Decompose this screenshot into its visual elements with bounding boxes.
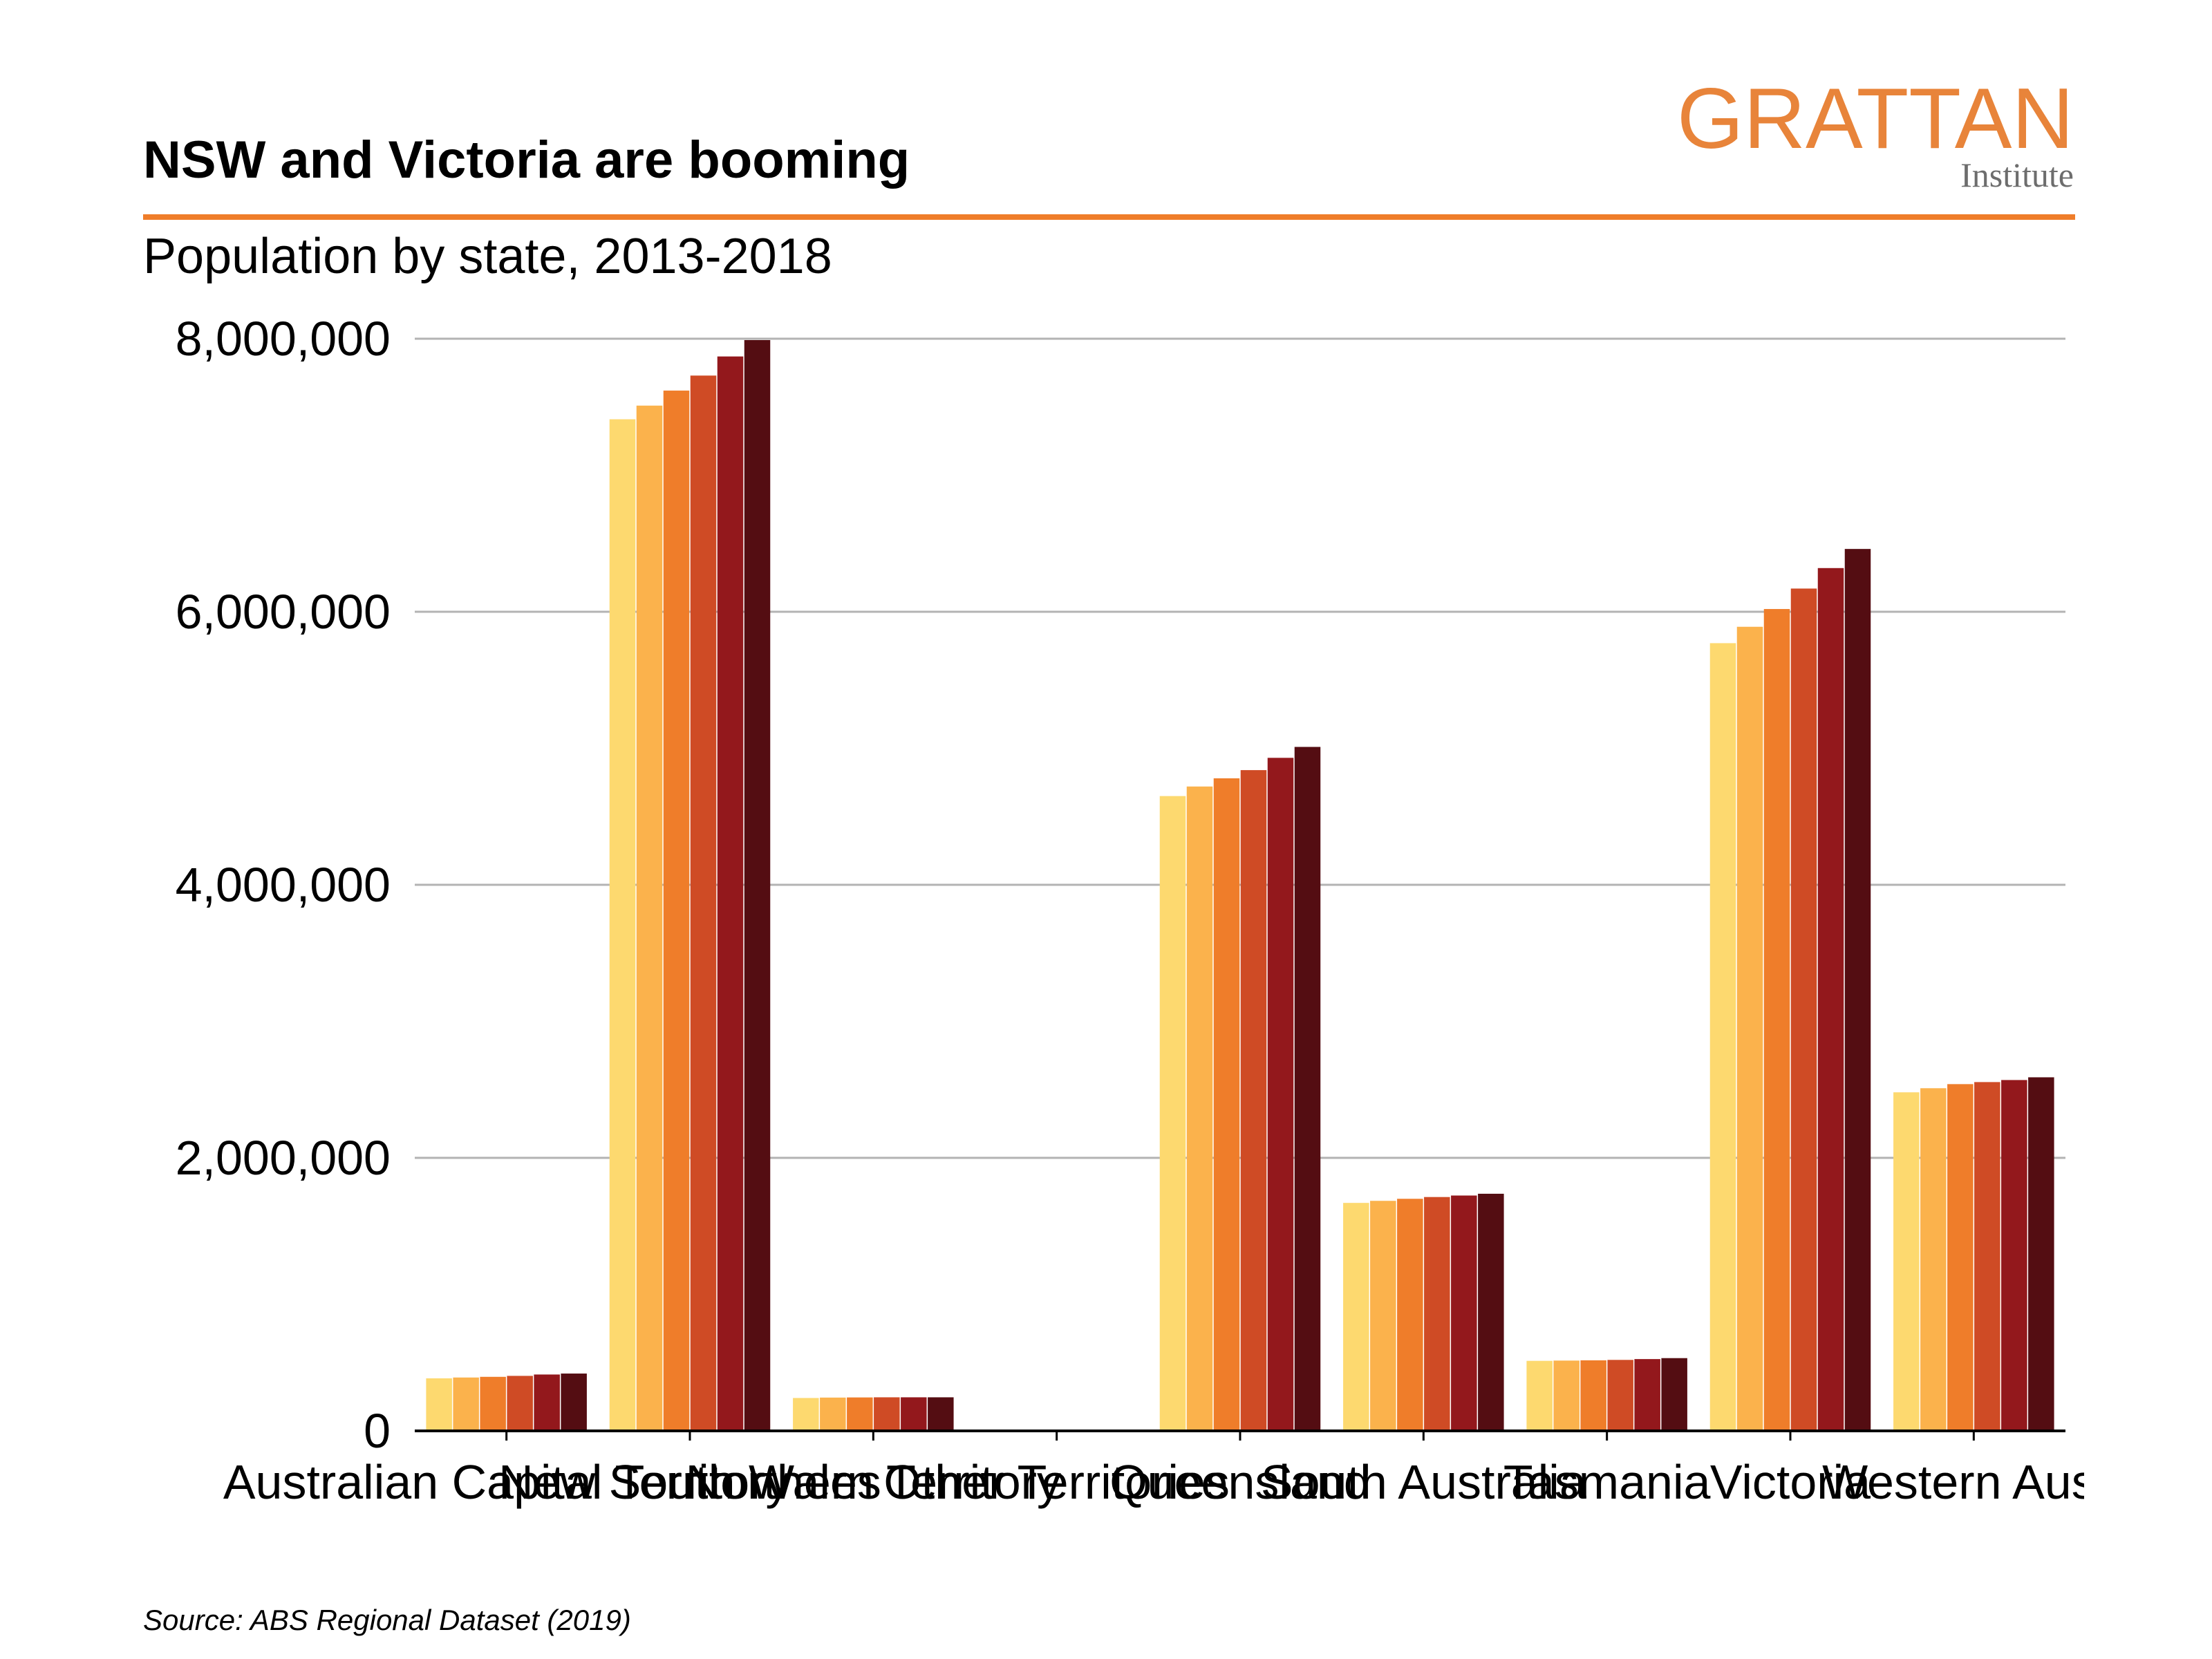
bar: [2028, 1077, 2054, 1431]
bar: [1294, 747, 1321, 1431]
title-divider: [143, 214, 2075, 220]
bar: [1844, 549, 1871, 1431]
chart-title: NSW and Victoria are booming: [143, 131, 910, 189]
grid-lines: [415, 337, 2065, 1159]
bar: [1553, 1360, 1580, 1431]
bar: [1709, 643, 1736, 1431]
bar: [1607, 1360, 1633, 1431]
bars: [426, 339, 2054, 1432]
y-axis: 0 2,000,000 4,000,000 6,000,000 8,000,000: [176, 312, 391, 1458]
bar: [1213, 778, 1240, 1431]
y-tick-label: 4,000,000: [176, 858, 391, 912]
bar: [690, 375, 717, 1432]
bar: [901, 1397, 927, 1431]
bar: [744, 339, 771, 1432]
bar: [1424, 1197, 1450, 1431]
bar: [507, 1376, 533, 1431]
bar: [1736, 626, 1763, 1431]
x-tick-label: Tasmania: [1503, 1455, 1711, 1509]
bar: [636, 405, 663, 1431]
bar: [1478, 1193, 1504, 1431]
bar: [1920, 1088, 1947, 1431]
bar: [1370, 1201, 1396, 1431]
y-tick-label: 8,000,000: [176, 312, 391, 366]
grattan-logo: GRATTAN Institute: [1677, 76, 2074, 194]
bar: [847, 1397, 873, 1431]
bar: [1397, 1199, 1423, 1431]
bar: [663, 391, 690, 1431]
bar: [928, 1397, 954, 1431]
bar: [717, 356, 744, 1431]
x-tick-label: Western Austr: [1822, 1455, 2125, 1509]
bar: [1763, 609, 1790, 1431]
bar: [1893, 1092, 1920, 1431]
bar: [1817, 568, 1844, 1431]
bar: [426, 1378, 452, 1431]
bar: [1974, 1082, 2000, 1431]
bar: [874, 1397, 900, 1431]
bar: [2001, 1080, 2027, 1431]
y-tick-label: 0: [364, 1404, 391, 1458]
bar: [561, 1374, 587, 1431]
bar: [1526, 1360, 1553, 1431]
bar: [1634, 1359, 1660, 1431]
bar: [1580, 1360, 1606, 1431]
x-tick-label: South Australia: [1261, 1455, 1586, 1509]
bar: [793, 1398, 819, 1431]
x-tick-label: Queensland: [1109, 1455, 1371, 1509]
x-tick-label: Australian Capital Territory: [223, 1455, 790, 1509]
bar: [1790, 588, 1817, 1431]
x-tick-label: Northern Territory: [686, 1455, 1061, 1509]
bar: [1343, 1203, 1369, 1431]
y-tick-label: 2,000,000: [176, 1131, 391, 1185]
bar: [609, 419, 636, 1431]
chart-subtitle: Population by state, 2013-2018: [143, 229, 832, 284]
bar: [480, 1376, 506, 1431]
x-tick-label: New South Wales: [498, 1455, 881, 1509]
y-tick-label: 6,000,000: [176, 585, 391, 639]
bar: [1186, 786, 1213, 1431]
x-tick-label: Other Territories: [883, 1455, 1230, 1509]
bar: [1947, 1084, 1974, 1431]
bar: [1240, 770, 1267, 1431]
bar: [534, 1374, 560, 1431]
bar-chart: 0 2,000,000 4,000,000 6,000,000 8,000,000 Au…: [176, 312, 2125, 1509]
bar: [1159, 796, 1186, 1431]
bar: [453, 1377, 479, 1431]
x-tick-label: Victoria: [1710, 1455, 1871, 1509]
source-note: Source: ABS Regional Dataset (2019): [143, 1604, 631, 1636]
logo-subtext: Institute: [1960, 156, 2074, 194]
bar: [820, 1397, 846, 1431]
bar: [1661, 1358, 1687, 1431]
logo-wordmark: GRATTAN: [1676, 71, 2074, 167]
bar: [1267, 758, 1294, 1431]
bar: [1451, 1195, 1477, 1431]
